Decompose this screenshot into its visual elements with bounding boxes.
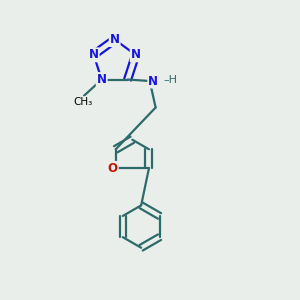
Text: N: N [148,74,158,88]
Text: N: N [110,33,120,46]
Text: O: O [108,162,118,175]
Text: CH₃: CH₃ [73,97,92,107]
Text: –H: –H [164,75,178,85]
Text: N: N [89,48,99,61]
Text: N: N [131,48,141,61]
Text: N: N [97,73,107,86]
